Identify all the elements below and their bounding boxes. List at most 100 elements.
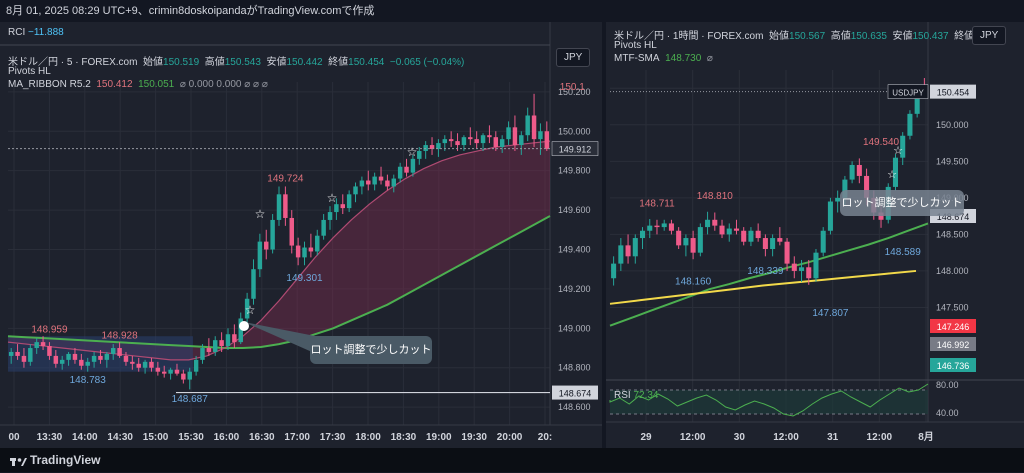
candle-body	[340, 204, 345, 209]
right-currency-button[interactable]: JPY	[972, 26, 1007, 45]
candle-body	[66, 353, 71, 360]
candle-body	[907, 113, 913, 136]
candle-body	[719, 225, 725, 235]
right-chart-panel[interactable]: 150.500150.000149.500149.000148.500148.0…	[606, 22, 1024, 448]
x-tick-label: 12:00	[680, 432, 706, 443]
y-tick-label: 150.000	[936, 120, 969, 130]
x-tick-label: 18:30	[391, 432, 417, 443]
line-price-tag: 148.674	[559, 389, 592, 399]
candle-body	[79, 359, 84, 366]
rci-value: −11.888	[28, 27, 64, 38]
candle-body	[238, 318, 243, 343]
candle-body	[519, 135, 524, 146]
tradingview-logo-icon[interactable]	[8, 448, 30, 473]
ribbon-value-1: 150.412	[96, 79, 133, 90]
candle-body	[525, 115, 530, 136]
rsi-header: RSI 72.34	[614, 390, 658, 401]
x-tick-label: 12:00	[867, 432, 893, 443]
candle-body	[276, 194, 282, 220]
rci-label: RCI	[8, 27, 26, 38]
candle-body	[448, 139, 454, 142]
left-close-label: 終値	[328, 57, 349, 68]
candle-body	[206, 348, 212, 352]
left-currency-button[interactable]: JPY	[556, 48, 591, 67]
candle-body	[618, 245, 624, 264]
candle-body	[429, 145, 435, 149]
x-tick-label: 20:00	[497, 432, 523, 443]
candle-body	[244, 298, 250, 319]
candle-body	[302, 247, 307, 258]
candle-body	[712, 219, 718, 226]
candle-body	[123, 355, 129, 362]
candle-body	[72, 353, 78, 360]
candle-body	[827, 201, 833, 231]
rsi-tick-label: 80.00	[936, 380, 959, 390]
candle-body	[683, 238, 689, 246]
candle-body	[842, 179, 848, 198]
candle-body	[499, 139, 505, 148]
candle-body	[359, 180, 365, 187]
y-tick-label: 149.600	[558, 205, 591, 215]
pivot-label: 148.339	[747, 266, 784, 277]
pivot-label: 148.783	[70, 375, 107, 386]
left-change-value: −0.065 (−0.04%)	[389, 57, 465, 68]
candle-body	[410, 158, 416, 173]
left-annotation-callout[interactable]: ロット調整で少しカット	[310, 336, 432, 364]
candle-body	[705, 219, 711, 228]
y-tick-label: 150.000	[558, 126, 591, 136]
star-marker-icon: ☆	[887, 168, 897, 181]
candle-body	[878, 212, 884, 220]
candle-body	[149, 361, 154, 368]
ribbon-header: MA_RIBBON R5.2 150.412 150.051 ⌀ 0.000 0…	[8, 79, 268, 90]
candle-body	[104, 353, 110, 360]
candle-body	[34, 342, 39, 349]
rsi-value: 72.34	[633, 390, 659, 401]
y-tick-label: 148.600	[558, 402, 591, 412]
x-tick-label: 17:30	[320, 432, 346, 443]
star-marker-icon: ☆	[327, 191, 338, 205]
candle-body	[726, 228, 732, 235]
candle-body	[385, 180, 390, 187]
pivot-label: 149.724	[267, 174, 304, 185]
y-tick-label: 149.400	[558, 245, 591, 255]
pivot-label: 148.711	[639, 198, 675, 209]
left-chart-panel[interactable]: 150.200 150.000 149.800 149.600 149.400 149.2…	[0, 22, 602, 448]
candle-body	[442, 139, 448, 144]
left-open-label: 始値	[143, 57, 164, 68]
pivot-label: 149.540	[863, 137, 900, 148]
extra-price-tag: 146.992	[937, 340, 970, 350]
extra-price-tag-bg	[930, 319, 976, 333]
candle-body	[493, 137, 499, 148]
candle-body	[733, 228, 740, 231]
candle-body	[625, 245, 631, 257]
candle-body	[321, 219, 326, 236]
candle-body	[181, 373, 186, 380]
left-high-label: 高値	[204, 57, 225, 68]
left-chart-canvas[interactable]: 150.200 150.000 149.800 149.600 149.400 149.2…	[0, 22, 602, 448]
left-open-value: 150.519	[163, 57, 200, 68]
candle-body	[661, 223, 667, 228]
candle-body	[668, 223, 674, 231]
candle-body	[264, 241, 269, 250]
candle-body	[47, 346, 52, 356]
right-chart-canvas[interactable]: 150.500150.000149.500149.000148.500148.0…	[606, 22, 1024, 448]
line-price-tag-bg	[552, 385, 598, 400]
right-annotation-callout[interactable]: ロット調整で少しカット	[840, 190, 964, 216]
y-tick-label: 148.000	[936, 266, 969, 276]
candle-body	[468, 137, 473, 140]
candle-body	[270, 219, 275, 250]
candle-body	[856, 164, 862, 176]
ribbon-label: MA_RIBBON R5.2	[8, 79, 91, 90]
candle-body	[327, 212, 333, 220]
candle-body	[835, 197, 841, 202]
candle-body	[690, 238, 696, 253]
star-marker-icon: ☆	[245, 303, 256, 317]
extra-price-tag: 146.736	[937, 361, 970, 371]
y-tick-label: 149.000	[558, 323, 591, 333]
candle-body	[417, 150, 422, 159]
x-tick-label: 14:30	[107, 432, 133, 443]
sma-green-line	[609, 222, 929, 327]
rsi-band-fill	[610, 390, 928, 414]
x-tick-label: 31	[827, 432, 839, 443]
pivot-label: 149.301	[286, 273, 323, 284]
